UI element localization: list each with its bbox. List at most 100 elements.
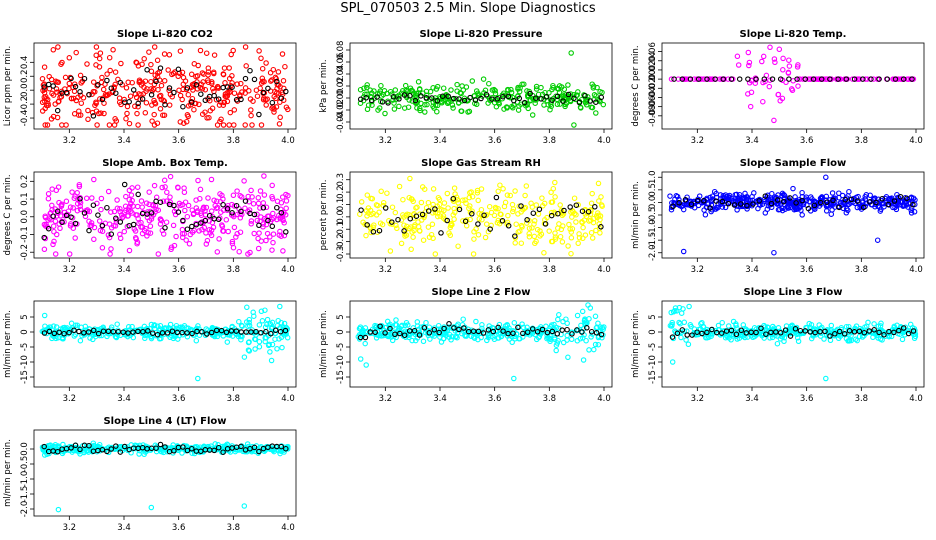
data-point-reference [50,83,56,89]
x-tick-label: 3.4 [117,265,131,275]
data-point [823,208,830,214]
y-tick-label: 0.0 [20,210,30,224]
data-point-reference [835,76,841,82]
data-point-reference [832,331,838,337]
data-point-reference [274,204,280,211]
data-point-outlier [407,175,413,182]
data-point [160,112,166,118]
data-point-reference [720,76,727,82]
data-point-reference [756,198,762,204]
data-point [155,86,161,93]
data-point-reference [95,82,101,88]
panel-3: Slope Li-820 Temp.3.2 3.4 3.6 3.8 4.0-0.08-0… [631,29,925,146]
data-point [588,104,595,110]
data-point [76,181,83,188]
data-point [439,95,446,101]
data-point [587,217,594,224]
data-point [267,69,274,76]
data-point-reference [184,330,190,336]
data-point [46,215,53,222]
data-point-reference [475,221,481,227]
data-point [211,52,218,58]
data-point-reference [193,221,200,228]
data-point [148,321,155,328]
data-point-reference [117,449,124,455]
data-point [687,322,694,328]
data-point-reference [827,76,833,82]
y-tick-label: -0.06 [648,96,658,118]
data-point [489,87,496,93]
data-point-outlier [41,312,48,319]
x-tick-label: 3.6 [800,136,814,146]
data-point [548,209,555,216]
data-point-reference [585,208,592,215]
data-point-reference [781,198,787,205]
data-point [702,212,709,218]
data-point [760,98,766,105]
data-point-reference [189,445,195,452]
data-point [761,322,767,329]
data-point-reference [374,94,380,100]
data-point-reference [387,325,393,332]
data-point-reference [854,198,861,204]
data-point [552,230,558,236]
y-tick-label: -5 [20,343,30,351]
data-point [466,194,473,201]
data-point [862,76,869,82]
data-point-reference [431,327,438,333]
data-point-reference [233,328,240,334]
data-point-reference [786,76,792,82]
data-point [890,204,896,211]
data-point [245,193,251,200]
data-point [158,335,164,342]
data-point [117,206,123,212]
data-point [533,202,540,208]
y-tick-label: -0.3 [336,246,346,263]
data-point-reference [208,329,215,336]
data-point [537,228,543,234]
data-point-reference [215,216,222,223]
y-tick-label: 0.0 [648,196,658,210]
data-point-reference [419,211,426,218]
data-point-reference [385,100,391,106]
data-point-reference [567,204,573,210]
data-point [183,237,189,243]
data-point-reference [362,334,369,341]
data-point-reference [377,323,383,330]
data-point [402,233,408,239]
data-point [73,49,79,56]
data-point [141,84,147,91]
data-point [761,199,767,205]
data-point-reference [897,194,904,200]
data-point [894,322,900,329]
data-point [595,341,602,348]
data-point [132,235,139,241]
data-point [93,44,100,50]
data-point-reference [41,330,48,336]
data-point-reference [72,442,79,449]
data-point [148,68,155,75]
data-point [254,93,261,99]
data-point [74,207,81,214]
data-point [177,92,184,99]
data-point [151,111,157,118]
data-point [263,102,269,108]
data-point [362,325,369,331]
plot-frame [661,42,925,130]
data-point [154,57,161,64]
data-point [427,336,433,342]
data-point [456,99,462,106]
data-point [779,207,786,214]
data-point [285,106,291,113]
data-point [41,246,48,253]
x-tick-label: 3.6 [488,136,502,146]
data-point [396,325,403,332]
data-point [247,96,254,102]
data-point [471,236,477,242]
data-point-reference [113,90,119,96]
data-point [747,103,754,110]
data-point-reference [910,201,916,208]
data-point-reference [892,76,899,82]
data-point [577,335,584,342]
x-tick-label: 3.4 [433,265,447,275]
